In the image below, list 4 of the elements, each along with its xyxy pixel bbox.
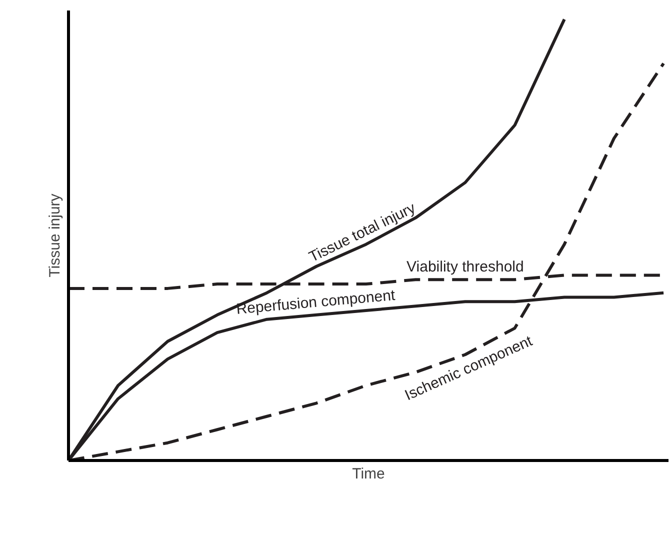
x-axis-title: Time (352, 466, 385, 482)
text: Reperfusion component (236, 286, 397, 318)
series-label: Viability threshold (406, 258, 524, 276)
y-axis-title: Tissue injury (46, 193, 64, 278)
